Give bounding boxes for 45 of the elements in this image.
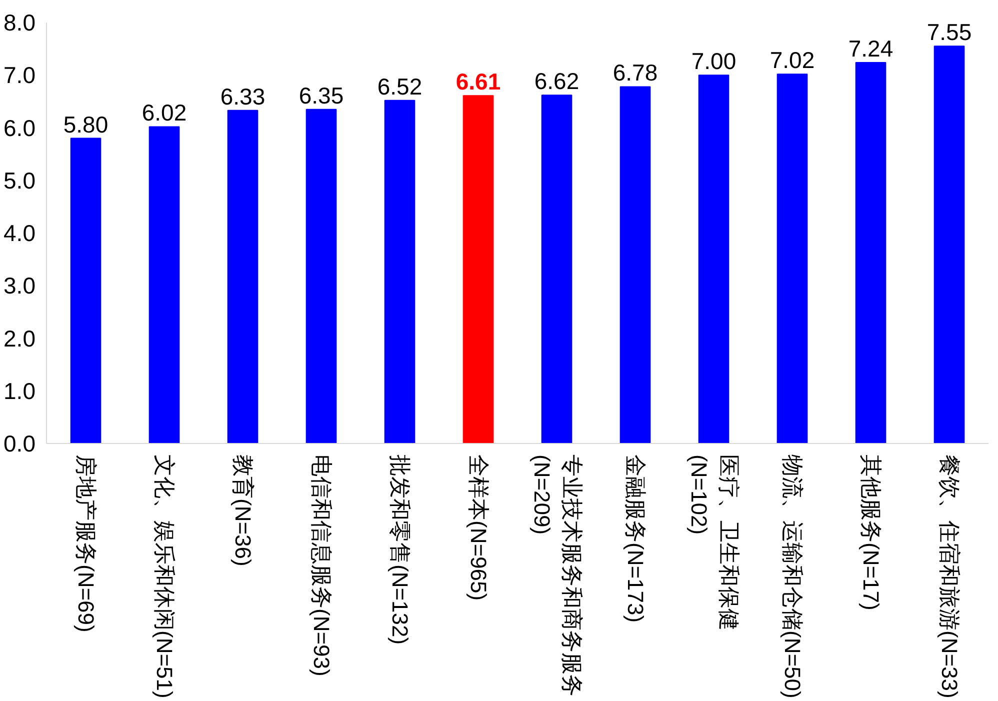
data-label: 7.02	[770, 47, 815, 74]
x-tick-label: 其他服务(N=17)	[858, 454, 884, 610]
data-label: 5.80	[63, 111, 108, 138]
x-tick-label: 房地产服务(N=69)	[73, 454, 98, 632]
data-label: 7.00	[691, 48, 736, 74]
bar	[384, 100, 416, 444]
bar	[462, 95, 494, 444]
x-tick-label: 教育(N=36)	[230, 454, 256, 566]
bar	[227, 110, 258, 444]
y-tick-label: 7.0	[4, 62, 36, 88]
y-tick-label: 2.0	[4, 325, 36, 352]
data-label: 6.33	[220, 83, 266, 110]
bar	[934, 46, 965, 444]
x-tick-label: 金融服务(N=173)	[622, 454, 648, 623]
y-tick-label: 5.0	[4, 167, 36, 194]
x-tick-label: 电信和信息服务(N=93)	[308, 454, 334, 676]
data-label: 6.62	[534, 68, 580, 94]
x-tick-label: 物流、运输和仓储(N=50)	[780, 454, 805, 698]
bar	[855, 62, 886, 444]
x-tick-label: 医疗、卫生和保健(N=102)	[686, 454, 742, 630]
y-tick-label: 1.0	[4, 378, 36, 404]
bar	[306, 108, 337, 444]
bar	[148, 126, 180, 444]
x-tick-label: 专业技术服务和商务服务(N=209)	[529, 454, 584, 696]
bar	[70, 138, 102, 444]
bar	[698, 74, 730, 444]
data-label: 7.24	[848, 35, 894, 62]
bar	[541, 94, 572, 444]
data-label: 6.61	[456, 68, 501, 95]
data-label: 7.55	[926, 19, 972, 46]
x-tick-label: 全样本(N=965)	[466, 454, 491, 601]
x-tick-label: 文化、娱乐和休闲(N=51)	[152, 454, 177, 698]
y-tick-label: 6.0	[4, 114, 36, 141]
y-tick-label: 0.0	[4, 430, 36, 456]
x-tick-label: 餐饮、住宿和旅游(N=33)	[936, 454, 962, 698]
bar	[776, 74, 808, 444]
data-label: 6.35	[298, 82, 344, 108]
y-tick-label: 8.0	[4, 10, 36, 36]
y-tick-label: 4.0	[4, 220, 36, 246]
x-tick-label: 批发和零售(N=132)	[387, 454, 412, 645]
data-label: 6.52	[377, 73, 422, 100]
data-label: 6.78	[612, 60, 658, 86]
bar	[620, 86, 651, 444]
y-tick-label: 3.0	[4, 272, 36, 299]
data-label: 6.02	[142, 100, 187, 126]
